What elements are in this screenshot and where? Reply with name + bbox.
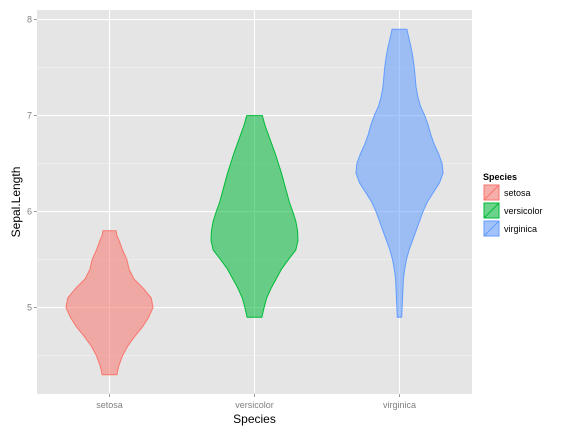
violin-virginica — [355, 28, 444, 318]
violin-versicolor — [210, 115, 299, 318]
legend-key-slash — [483, 184, 500, 201]
y-axis-title: Sepal.Length — [9, 167, 23, 238]
legend-key-slash — [483, 202, 500, 219]
x-axis: setosa versicolor virginica — [96, 394, 416, 410]
x-tick-label-setosa: setosa — [96, 400, 123, 410]
x-axis-title: Species — [233, 412, 276, 426]
x-tick-label-virginica: virginica — [383, 400, 416, 410]
legend-label-virginica: virginica — [504, 224, 537, 234]
legend-label-versicolor: versicolor — [504, 206, 543, 216]
y-tick-label: 7 — [27, 111, 32, 121]
y-tick-label: 6 — [27, 207, 32, 217]
y-axis: 5 6 7 8 — [27, 15, 37, 313]
legend: Species setosa versicolor virginica — [482, 172, 543, 238]
legend-title: Species — [483, 172, 517, 182]
legend-label-setosa: setosa — [504, 188, 531, 198]
violins — [65, 28, 444, 376]
x-tick-label-versicolor: versicolor — [235, 400, 274, 410]
y-tick-label: 8 — [27, 15, 32, 25]
legend-key-slash — [483, 220, 500, 237]
violin-setosa — [65, 230, 154, 376]
y-tick-label: 5 — [27, 303, 32, 313]
